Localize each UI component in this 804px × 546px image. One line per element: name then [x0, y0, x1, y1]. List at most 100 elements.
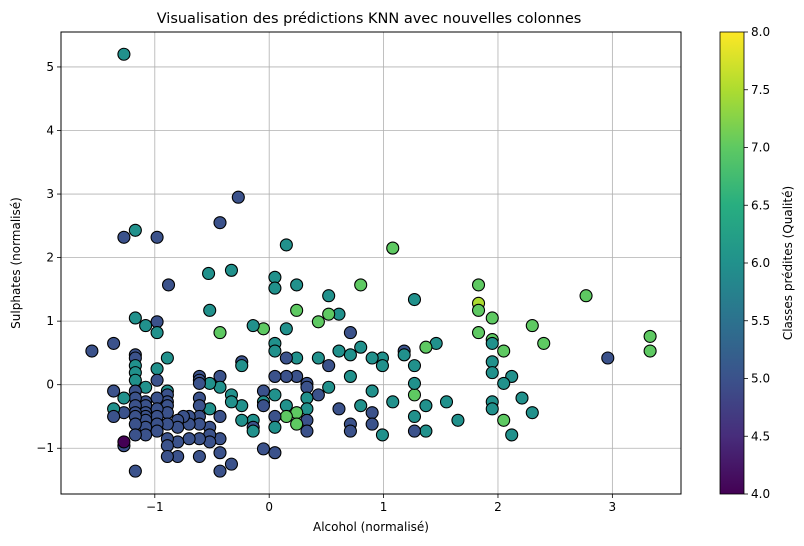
data-point — [471, 303, 486, 317]
data-point — [117, 391, 131, 405]
data-point — [419, 399, 433, 413]
y-tick-label: 0 — [46, 378, 54, 392]
data-point — [256, 399, 271, 413]
colorbar-tick-label: 5.0 — [751, 372, 770, 386]
data-point — [150, 326, 164, 340]
data-point — [505, 428, 519, 442]
colorbar-ticks: 4.0 4.5 5.0 5.5 6.0 6.5 7.0 7.5 8.0 — [744, 25, 770, 501]
data-point — [107, 409, 121, 424]
x-tick-label: 2 — [494, 500, 502, 514]
data-point — [485, 355, 499, 369]
data-point — [279, 351, 293, 365]
y-axis-ticks: −1 0 1 2 3 4 5 — [36, 60, 61, 455]
data-point — [354, 278, 368, 292]
data-point — [160, 449, 174, 464]
data-point — [407, 292, 422, 307]
colorbar-label: Classes prédites (Qualité) — [781, 186, 795, 340]
x-tick-label: 3 — [609, 500, 617, 514]
y-axis-label: Sulphates (normalisé) — [9, 197, 23, 329]
data-point — [525, 406, 539, 420]
data-point — [235, 359, 249, 373]
data-point — [485, 402, 499, 416]
data-point — [192, 399, 206, 413]
data-point — [224, 263, 238, 277]
data-point — [268, 270, 282, 284]
chart-title: Visualisation des prédictions KNN avec n… — [157, 11, 582, 27]
y-tick-label: 1 — [46, 314, 54, 328]
data-point — [322, 307, 336, 321]
data-point — [128, 464, 142, 478]
data-point — [117, 230, 131, 244]
data-point — [311, 351, 325, 365]
data-point — [150, 230, 164, 244]
data-point — [256, 384, 271, 398]
data-point — [485, 336, 499, 350]
data-point — [386, 241, 400, 255]
data-point — [235, 413, 249, 427]
data-point — [365, 351, 379, 365]
y-tick-label: 4 — [46, 124, 54, 138]
data-point — [407, 409, 422, 424]
data-point — [268, 409, 282, 424]
data-point — [117, 47, 131, 61]
data-point — [300, 380, 314, 394]
data-point — [643, 344, 657, 358]
data-point — [451, 413, 465, 427]
data-point — [192, 449, 206, 464]
data-point — [290, 278, 304, 292]
data-point — [213, 464, 227, 478]
data-point — [343, 369, 357, 383]
data-point — [497, 376, 511, 390]
y-tick-label: 5 — [46, 60, 54, 74]
data-point — [365, 417, 379, 431]
colorbar-tick-label: 8.0 — [751, 25, 770, 39]
data-point — [343, 424, 357, 438]
data-point — [256, 442, 271, 456]
x-axis-ticks: −1 0 1 2 3 — [146, 494, 616, 514]
data-point — [213, 326, 227, 340]
data-point — [386, 395, 400, 409]
data-point — [279, 399, 293, 413]
data-point — [407, 359, 422, 373]
data-point — [150, 362, 164, 376]
data-point — [290, 417, 304, 431]
x-tick-label: 0 — [265, 500, 273, 514]
data-point — [128, 311, 142, 325]
data-point — [268, 281, 282, 295]
data-point — [322, 359, 336, 373]
data-point — [485, 366, 499, 380]
data-point — [485, 311, 499, 325]
colorbar-tick-label: 5.5 — [751, 314, 770, 328]
data-point — [128, 417, 142, 431]
data-point — [471, 278, 486, 292]
data-point — [268, 420, 282, 434]
data-point — [279, 369, 293, 383]
colorbar-tick-label: 4.5 — [751, 429, 770, 443]
colorbar-tick-label: 6.5 — [751, 198, 770, 212]
data-point — [322, 289, 336, 303]
data-point — [150, 424, 164, 438]
data-point — [213, 369, 227, 383]
data-point — [354, 340, 368, 354]
data-point — [224, 457, 238, 471]
data-point — [231, 190, 245, 204]
data-point — [354, 399, 368, 413]
data-point — [322, 380, 336, 394]
data-point — [128, 428, 142, 442]
data-point — [300, 424, 314, 438]
data-point — [150, 315, 164, 329]
data-point — [497, 344, 511, 358]
colorbar-tick-label: 7.0 — [751, 141, 770, 155]
data-point — [537, 336, 551, 350]
colorbar-tick-label: 4.0 — [751, 487, 770, 501]
data-point — [300, 391, 314, 405]
data-point — [343, 326, 357, 340]
data-point — [279, 409, 293, 424]
data-point — [107, 336, 121, 350]
data-point — [107, 384, 121, 398]
data-points — [85, 47, 657, 478]
data-point — [150, 391, 164, 405]
data-point — [332, 402, 346, 416]
data-point — [139, 319, 153, 333]
